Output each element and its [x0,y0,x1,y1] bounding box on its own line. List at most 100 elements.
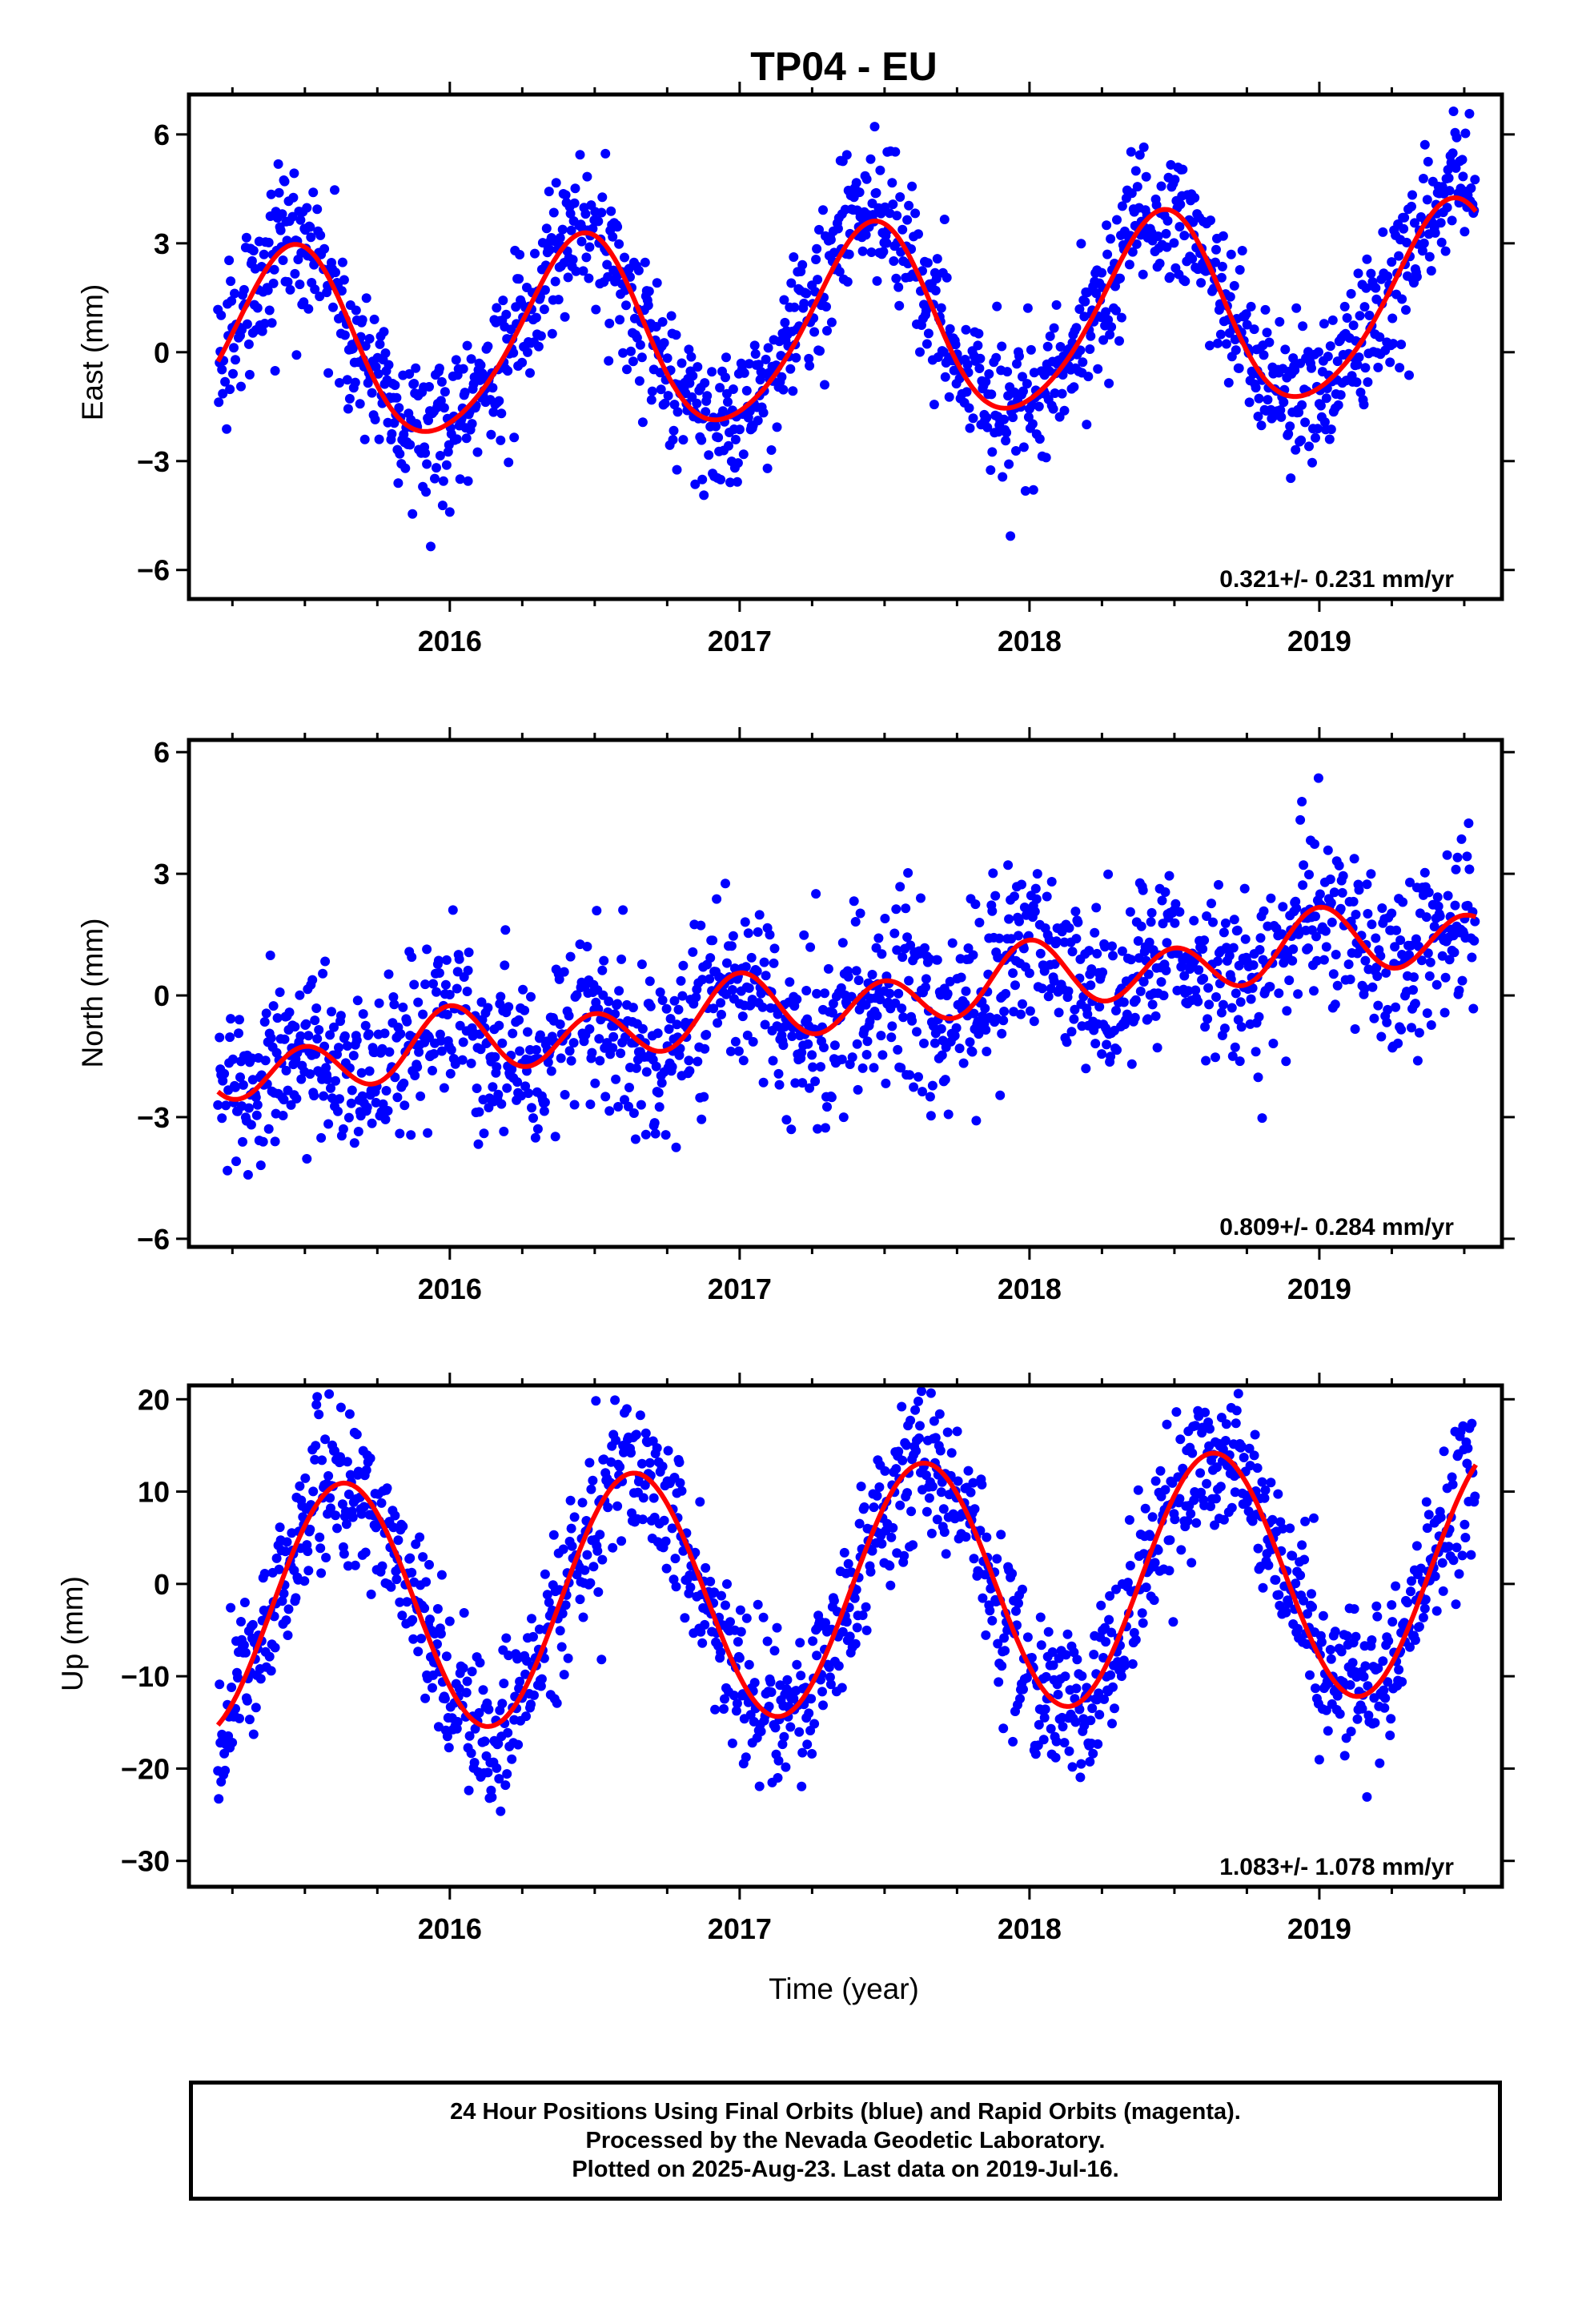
north-point [1146,907,1157,918]
east-point [439,403,449,413]
east-point [266,189,276,199]
up-point [1211,1494,1221,1504]
east-point [231,355,240,365]
up-point [470,1723,480,1734]
up-point [902,1488,913,1498]
east-point [504,457,514,468]
north-point [564,1011,574,1021]
north-point [630,1134,640,1144]
north-point [921,974,931,984]
north-point [664,1024,674,1034]
north-point [1282,1006,1292,1016]
north-point [1421,912,1431,923]
north-point [611,1074,621,1084]
north-point [314,1025,324,1035]
north-point [1467,952,1477,963]
up-point [580,1565,590,1575]
up-point [356,1509,367,1519]
north-point [881,1078,891,1088]
east-point [1401,305,1411,315]
east-point [486,429,496,440]
up-point [942,1427,953,1437]
north-point [1135,986,1146,996]
north-point [235,1072,245,1083]
north-point [1019,903,1030,912]
east-point [1326,424,1336,435]
east-point [647,386,657,396]
north-point [1359,983,1370,994]
east-point [357,315,367,325]
up-point [1383,1636,1394,1646]
east-point [1396,340,1407,350]
up-point [526,1699,536,1710]
east-point [539,304,549,315]
north-point [1066,1027,1077,1037]
north-point [1030,883,1041,894]
up-point [807,1749,817,1759]
north-point [496,1099,507,1109]
north-point [1224,951,1235,961]
north-point [263,1124,274,1134]
east-point [364,334,375,344]
east-point [861,174,872,184]
north-point [329,1022,339,1032]
north-point [305,1069,315,1080]
east-point [374,434,384,444]
up-point [214,1794,224,1804]
east-point [861,230,871,240]
east-point [749,340,760,351]
north-point [636,959,647,970]
east-point [584,273,594,283]
east-point [1102,249,1113,259]
up-point [1357,1703,1367,1714]
up-point [555,1626,565,1636]
up-point [1170,1514,1180,1525]
east-point [351,305,361,316]
up-point [1318,1610,1328,1621]
east-point [243,339,254,349]
north-point [1311,911,1320,922]
east-point [772,422,782,432]
north-point [699,1092,709,1102]
north-point [1054,1007,1064,1018]
east-point [940,372,950,382]
north-point [412,1062,423,1072]
north-point [760,1019,770,1030]
east-point [1419,238,1429,248]
east-point [671,330,681,340]
east-point [1354,352,1364,363]
north-point [740,917,750,927]
up-point [1293,1623,1303,1634]
up-point [1096,1600,1106,1610]
east-point [252,303,263,313]
east-point [570,183,580,194]
up-point [1452,1542,1462,1553]
north-point [897,952,908,963]
up-point [905,1415,916,1425]
north-point [1108,951,1118,961]
north-point [1424,971,1435,981]
up-point [1119,1660,1130,1671]
north-point [828,999,838,1009]
north-point [652,1028,663,1039]
east-point [1259,350,1269,360]
up-point [251,1703,261,1713]
east-point [725,477,735,488]
up-point [897,1401,907,1412]
up-point [766,1687,777,1697]
east-point [514,274,524,284]
north-point [584,1024,595,1034]
up-point [478,1685,488,1695]
east-point [1321,393,1331,404]
east-point [936,303,946,313]
east-point [216,310,227,320]
north-point [1086,964,1097,975]
north-point [327,1093,337,1104]
up-point [226,1602,236,1613]
north-point [1354,885,1364,895]
north-point [436,1046,447,1056]
north-point [869,1063,879,1073]
north-point [995,1090,1006,1100]
east-point [663,391,673,401]
north-point [464,947,474,958]
